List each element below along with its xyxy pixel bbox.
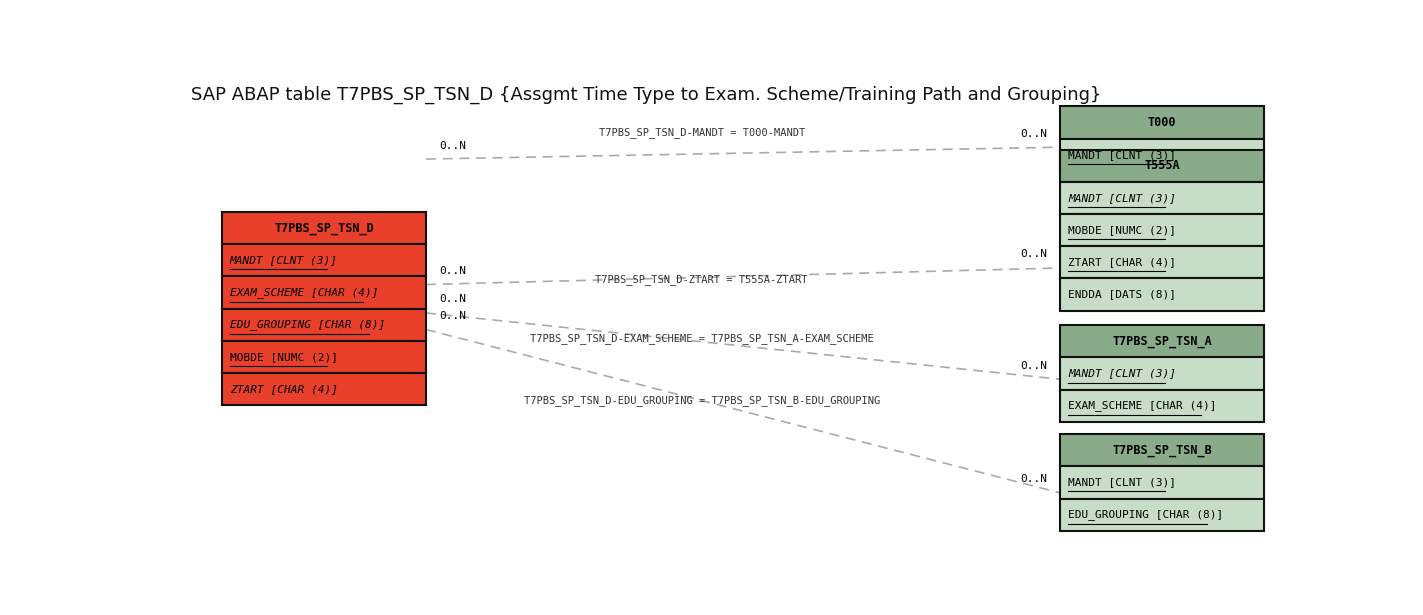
Text: T7PBS_SP_TSN_D-MANDT = T000-MANDT: T7PBS_SP_TSN_D-MANDT = T000-MANDT	[599, 127, 805, 138]
Text: 0..N: 0..N	[440, 311, 467, 321]
Bar	[1060, 182, 1264, 214]
Text: 0..N: 0..N	[1020, 361, 1047, 371]
Bar	[222, 373, 425, 405]
Bar	[1060, 214, 1264, 246]
Text: 0..N: 0..N	[1020, 129, 1047, 138]
Bar	[1060, 279, 1264, 311]
Bar	[222, 309, 425, 341]
Bar	[1060, 138, 1264, 171]
Bar	[1060, 246, 1264, 279]
Text: ZTART [CHAR (4)]: ZTART [CHAR (4)]	[1067, 257, 1175, 268]
Text: SAP ABAP table T7PBS_SP_TSN_D {Assgmt Time Type to Exam. Scheme/Training Path an: SAP ABAP table T7PBS_SP_TSN_D {Assgmt Ti…	[191, 85, 1101, 104]
Bar	[1060, 434, 1264, 466]
Bar	[222, 341, 425, 373]
Text: T7PBS_SP_TSN_D: T7PBS_SP_TSN_D	[275, 221, 374, 235]
Text: EDU_GROUPING [CHAR (8)]: EDU_GROUPING [CHAR (8)]	[229, 319, 386, 330]
Bar	[1060, 390, 1264, 422]
Text: EXAM_SCHEME [CHAR (4)]: EXAM_SCHEME [CHAR (4)]	[229, 287, 379, 298]
Text: T7PBS_SP_TSN_D-ZTART = T555A-ZTART: T7PBS_SP_TSN_D-ZTART = T555A-ZTART	[595, 274, 808, 285]
Text: ENDDA [DATS (8)]: ENDDA [DATS (8)]	[1067, 290, 1175, 300]
Bar	[222, 212, 425, 244]
Text: MANDT [CLNT (3)]: MANDT [CLNT (3)]	[229, 255, 337, 266]
Text: T7PBS_SP_TSN_A: T7PBS_SP_TSN_A	[1113, 335, 1212, 348]
Text: 0..N: 0..N	[440, 266, 467, 276]
Text: MOBDE [NUMC (2)]: MOBDE [NUMC (2)]	[1067, 225, 1175, 235]
Text: T000: T000	[1148, 116, 1177, 129]
Text: MANDT [CLNT (3)]: MANDT [CLNT (3)]	[1067, 368, 1175, 379]
Bar	[1060, 149, 1264, 182]
Text: T7PBS_SP_TSN_D-EDU_GROUPING = T7PBS_SP_TSN_B-EDU_GROUPING: T7PBS_SP_TSN_D-EDU_GROUPING = T7PBS_SP_T…	[524, 395, 879, 406]
Text: MANDT [CLNT (3)]: MANDT [CLNT (3)]	[1067, 150, 1175, 160]
Bar	[1060, 499, 1264, 531]
Text: MANDT [CLNT (3)]: MANDT [CLNT (3)]	[1067, 193, 1175, 203]
Text: T7PBS_SP_TSN_B: T7PBS_SP_TSN_B	[1113, 444, 1212, 457]
Bar	[1060, 106, 1264, 138]
Bar	[222, 277, 425, 309]
Text: EDU_GROUPING [CHAR (8)]: EDU_GROUPING [CHAR (8)]	[1067, 509, 1224, 520]
Text: EXAM_SCHEME [CHAR (4)]: EXAM_SCHEME [CHAR (4)]	[1067, 400, 1217, 411]
Text: T555A: T555A	[1144, 159, 1180, 172]
Text: ZTART [CHAR (4)]: ZTART [CHAR (4)]	[229, 384, 337, 394]
Text: 0..N: 0..N	[1020, 474, 1047, 485]
Text: MOBDE [NUMC (2)]: MOBDE [NUMC (2)]	[229, 352, 337, 362]
Text: 0..N: 0..N	[440, 140, 467, 151]
Text: 0..N: 0..N	[440, 295, 467, 304]
Text: T7PBS_SP_TSN_D-EXAM_SCHEME = T7PBS_SP_TSN_A-EXAM_SCHEME: T7PBS_SP_TSN_D-EXAM_SCHEME = T7PBS_SP_TS…	[529, 333, 874, 344]
Bar	[1060, 325, 1264, 357]
Text: MANDT [CLNT (3)]: MANDT [CLNT (3)]	[1067, 477, 1175, 488]
Bar	[1060, 466, 1264, 499]
Bar	[1060, 357, 1264, 390]
Bar	[222, 244, 425, 277]
Text: 0..N: 0..N	[1020, 250, 1047, 260]
